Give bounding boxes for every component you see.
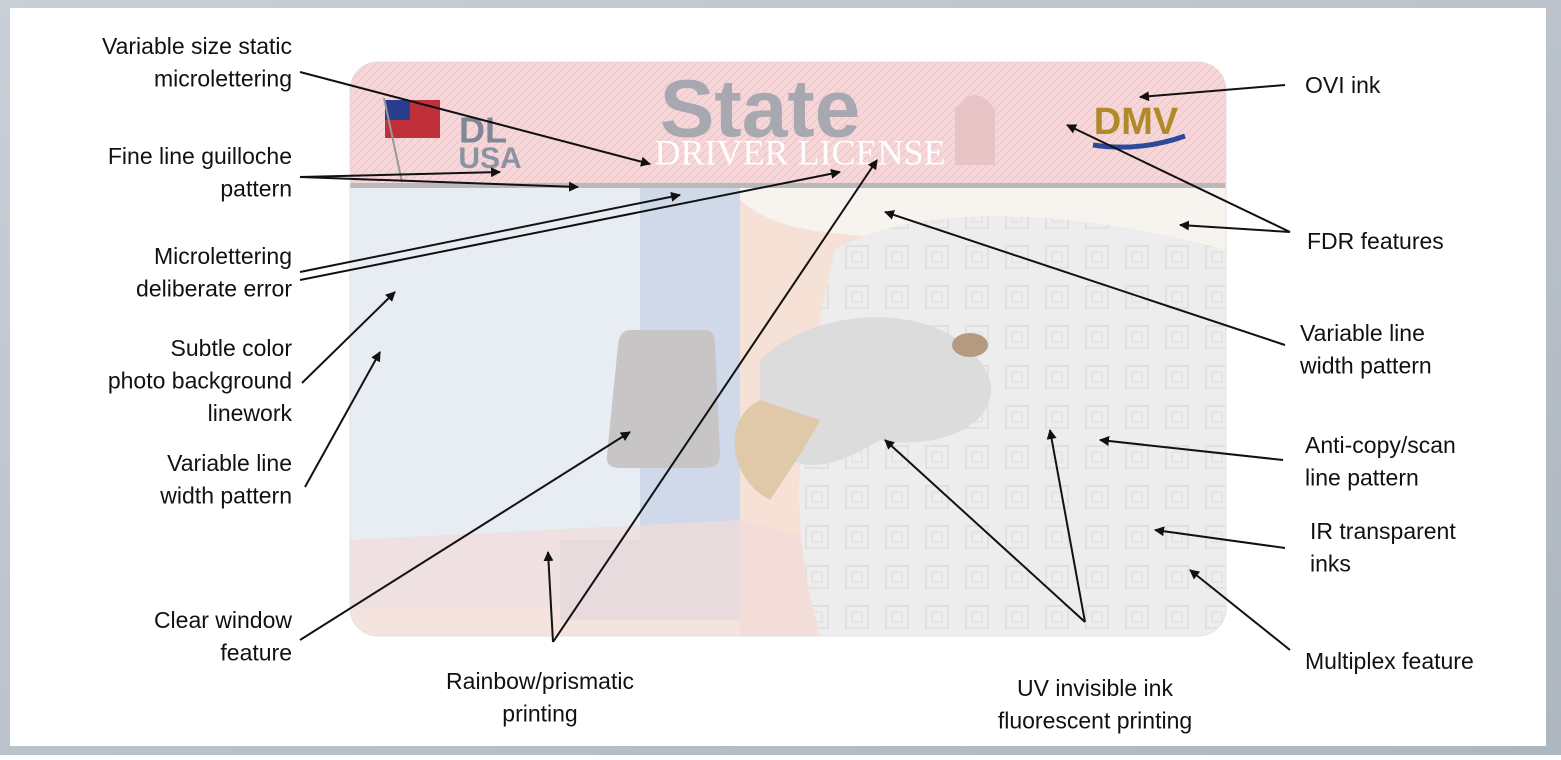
card-subtitle: DRIVER LICENSE <box>655 132 946 172</box>
label-line: Variable line <box>1300 320 1425 346</box>
label-line: Microlettering <box>154 243 292 269</box>
card-badge: USA <box>458 142 521 175</box>
label-line: Multiplex feature <box>1305 648 1474 674</box>
label-line: Variable line <box>167 450 292 476</box>
label-line: microlettering <box>154 66 292 92</box>
label-line: deliberate error <box>136 276 292 302</box>
label-line: pattern <box>220 176 292 202</box>
label-line: printing <box>502 701 577 727</box>
label-line: OVI ink <box>1305 72 1381 98</box>
label-line: IR transparent <box>1310 518 1456 544</box>
label-line: photo background <box>108 368 292 394</box>
label-line: feature <box>220 640 292 666</box>
label-line: UV invisible ink <box>1017 675 1173 701</box>
card-logo: DMV <box>1094 101 1179 143</box>
label-line: FDR features <box>1307 228 1444 254</box>
label-line: Rainbow/prismatic <box>446 668 634 694</box>
label-line: linework <box>208 400 293 426</box>
label-line: Anti-copy/scan <box>1305 432 1456 458</box>
label-line: Variable size static <box>102 33 292 59</box>
clear-window <box>607 330 720 468</box>
label-line: width pattern <box>159 483 292 509</box>
label-line: Clear window <box>154 607 292 633</box>
label-line: line pattern <box>1305 465 1419 491</box>
label-line: Subtle color <box>171 335 293 361</box>
label-line: fluorescent printing <box>998 708 1192 734</box>
diagram: DL USA State DRIVER LICENSE DMV Variable… <box>0 0 1561 755</box>
label-line: inks <box>1310 551 1351 577</box>
label-line: width pattern <box>1299 353 1432 379</box>
label-line: Fine line guilloche <box>108 143 292 169</box>
